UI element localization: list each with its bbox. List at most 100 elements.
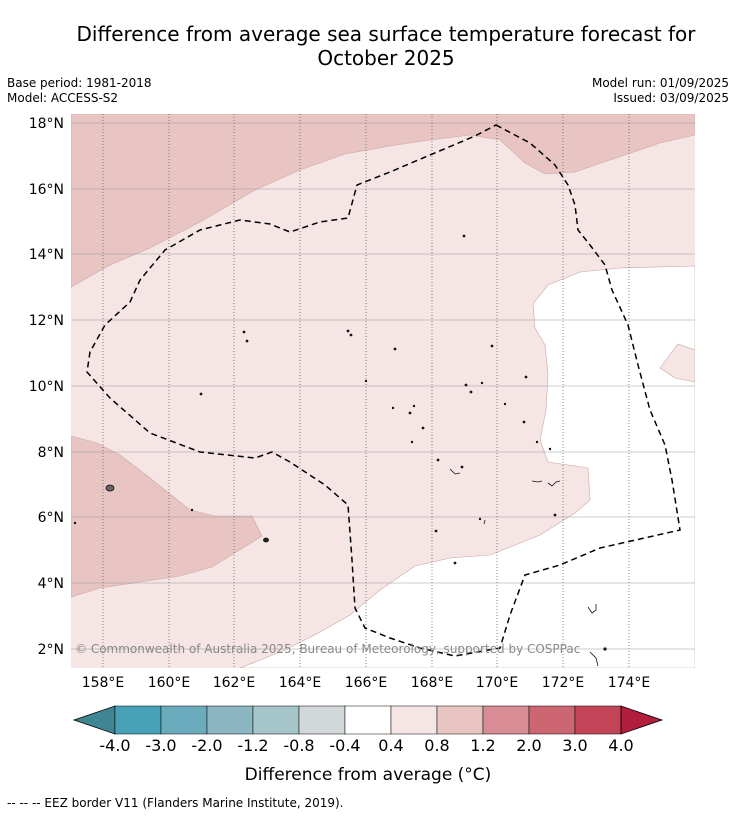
island [391, 406, 395, 410]
meta-left: Base period: 1981-2018 Model: ACCESS-S2 [7, 76, 152, 106]
colorbar-tick: 0.8 [424, 736, 449, 755]
model-name: Model: ACCESS-S2 [7, 91, 119, 105]
lon-label: 170°E [476, 675, 519, 691]
island [478, 517, 482, 521]
lat-labels: 18°N 16°N 14°N 12°N 10°N 8°N 6°N 4°N 2°N [29, 116, 64, 658]
island [408, 411, 412, 415]
island [105, 484, 115, 492]
island [349, 333, 353, 337]
map-title-line2: October 2025 [317, 46, 455, 70]
lat-label: 6°N [38, 510, 64, 526]
meta-right: Model run: 01/09/2025 Issued: 03/09/2025 [592, 76, 729, 106]
island [535, 440, 539, 444]
lon-label: 172°E [542, 675, 585, 691]
colorbar-segment [206, 705, 254, 735]
island [589, 651, 599, 667]
colorbar-tick: 3.0 [562, 736, 587, 755]
colorbar-ticks: -4.0 -3.0 -2.0 -1.2 -0.8 -0.4 0.4 0.8 1.… [99, 736, 633, 755]
colorbar-tick: -0.4 [329, 736, 360, 755]
copyright-notice: © Commonwealth of Australia 2025, Bureau… [75, 642, 580, 656]
lat-label: 12°N [29, 313, 64, 329]
island [245, 339, 249, 343]
colorbar-segment [482, 705, 530, 735]
model-run: Model run: 01/09/2025 [591, 76, 729, 90]
eez-legend-note: -- -- -- EEZ border V11 (Flanders Marine… [7, 796, 344, 810]
colorbar-segment [344, 705, 392, 735]
island [242, 330, 246, 334]
colorbar-tick: 0.4 [378, 736, 403, 755]
lat-label: 18°N [29, 116, 64, 132]
island [553, 513, 557, 517]
lon-label: 162°E [213, 675, 256, 691]
colorbar-tick: 1.2 [470, 736, 495, 755]
island [73, 521, 77, 525]
colorbar-segment [528, 705, 576, 735]
map-title-line1: Difference from average sea surface temp… [76, 22, 696, 46]
island [548, 447, 552, 451]
island [462, 234, 466, 238]
island [393, 347, 397, 351]
island [346, 329, 350, 333]
island [460, 465, 464, 469]
island [483, 519, 486, 525]
island [469, 390, 473, 394]
lat-gridlines [71, 122, 695, 650]
lon-label: 164°E [279, 675, 322, 691]
colorbar-segment [160, 705, 208, 735]
colorbar-segment [390, 705, 438, 735]
lat-label: 4°N [38, 576, 64, 592]
island [263, 537, 269, 543]
islands [73, 234, 607, 667]
colorbar-tick: -1.2 [237, 736, 268, 755]
lon-label: 166°E [345, 675, 388, 691]
lat-label: 16°N [29, 182, 64, 198]
colorbar: -4.0 -3.0 -2.0 -1.2 -0.8 -0.4 0.4 0.8 1.… [72, 705, 664, 785]
island [436, 458, 440, 462]
colorbar-segment [252, 705, 300, 735]
island [547, 480, 561, 487]
lat-label: 10°N [29, 379, 64, 395]
lon-label: 158°E [82, 675, 125, 691]
island [587, 604, 597, 614]
colorbar-segment [298, 705, 346, 735]
island [464, 383, 468, 387]
island [524, 375, 528, 379]
lon-label: 168°E [411, 675, 454, 691]
island [480, 381, 484, 385]
colorbar-arrow-left [72, 705, 116, 735]
colorbar-tick: -0.8 [283, 736, 314, 755]
island [199, 392, 203, 396]
island [434, 529, 438, 533]
map-title: Difference from average sea surface temp… [0, 22, 736, 70]
colorbar-segment [436, 705, 484, 735]
anomaly-region-east-normal [239, 265, 695, 668]
island [412, 404, 416, 408]
lon-labels: 158°E 160°E 162°E 164°E 166°E 168°E 170°… [82, 675, 651, 691]
lat-label: 2°N [38, 642, 64, 658]
island [603, 647, 607, 651]
lon-label: 174°E [608, 675, 651, 691]
colorbar-title: Difference from average (°C) [245, 765, 492, 785]
base-period: Base period: 1981-2018 [7, 76, 152, 90]
eez-border [86, 124, 681, 657]
colorbar-arrow-right [620, 705, 664, 735]
island [531, 480, 543, 483]
issued-date: Issued: 03/09/2025 [613, 91, 729, 105]
island [364, 379, 368, 383]
island [490, 344, 494, 348]
island [522, 420, 526, 424]
colorbar-segment [574, 705, 622, 735]
colorbar-tick: 4.0 [608, 736, 633, 755]
colorbar-segment [114, 705, 162, 735]
island [190, 508, 194, 512]
map-area: © Commonwealth of Australia 2025, Bureau… [71, 114, 695, 668]
lat-label: 8°N [38, 445, 64, 461]
anomaly-region-north [71, 114, 695, 288]
island [421, 426, 425, 430]
island [503, 402, 507, 406]
colorbar-tick: -2.0 [191, 736, 222, 755]
anomaly-region-west [71, 435, 263, 598]
island [453, 561, 457, 565]
lat-label: 14°N [29, 247, 64, 263]
